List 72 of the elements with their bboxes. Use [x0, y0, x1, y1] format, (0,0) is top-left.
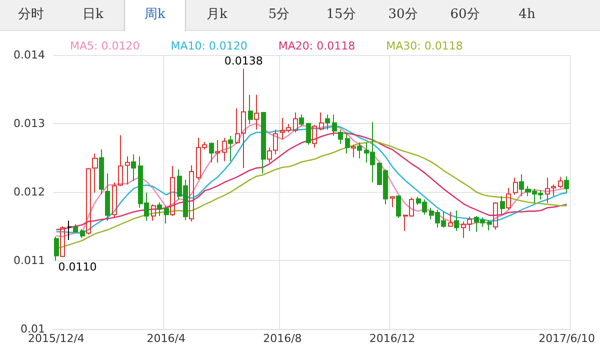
candlestick [131, 154, 136, 182]
candlestick [215, 139, 220, 164]
x-tick-label: 2016/8 [263, 332, 302, 344]
candlestick [306, 122, 311, 146]
text: 4h [518, 6, 536, 24]
candlestick [222, 137, 227, 162]
candlestick [351, 144, 356, 158]
candlestick [493, 202, 498, 230]
candlestick [345, 132, 350, 154]
candlestick [448, 211, 453, 228]
candlestick [125, 156, 130, 185]
text: 分时 [17, 6, 45, 24]
x-tick-label: 2016/12 [369, 332, 416, 344]
candlestick [241, 68, 246, 169]
candlestick [235, 108, 240, 145]
candlestick [60, 226, 65, 258]
text: 周k [124, 0, 186, 31]
candlestick [454, 210, 459, 232]
candlestick [500, 196, 505, 216]
candlestick [248, 94, 253, 125]
candlestick [189, 164, 194, 222]
candlestick [299, 114, 304, 127]
text: 月k [206, 6, 228, 24]
annotation: 0.0110 [58, 260, 97, 274]
candlestick [261, 111, 266, 174]
candlestick [73, 224, 78, 233]
candlestick [118, 134, 123, 186]
candlestick [357, 142, 362, 159]
annotation: 0.0138 [224, 54, 263, 68]
text: 60分 [449, 6, 481, 24]
candlestick [396, 194, 401, 219]
text: MA10: 0.0120 [170, 40, 248, 52]
candlestick [273, 129, 278, 155]
candlestick [157, 202, 162, 216]
candlestick [267, 146, 272, 164]
candlestick [332, 114, 337, 136]
candlestick [151, 204, 156, 222]
candlestick [564, 176, 569, 194]
candlestick [209, 142, 214, 164]
text: 30分 [387, 6, 419, 24]
candlestick [105, 173, 110, 222]
text: 5分 [267, 6, 291, 24]
candlestick [293, 112, 298, 133]
candlestick [67, 220, 72, 240]
y-tick-label: 0.011 [14, 254, 45, 267]
candlestick [80, 228, 85, 238]
candlestick [112, 182, 117, 218]
candlestick [506, 187, 511, 210]
candlestick [487, 220, 492, 231]
candlestick [170, 165, 175, 216]
text: 日k [82, 6, 104, 24]
y-tick-label: 0.012 [14, 186, 45, 198]
candlestick [312, 124, 317, 148]
candlestick [228, 135, 233, 162]
x-tick-label: 2016/4 [146, 332, 186, 344]
candlestick [390, 196, 395, 208]
candlestick [325, 114, 330, 130]
candlestick [319, 112, 324, 131]
candlestick [338, 129, 343, 145]
candlestick [558, 176, 563, 188]
x-tick-label: 2017/6/10 [538, 332, 595, 344]
y-tick-label: 0.014 [14, 48, 45, 62]
text: MA30: 0.0118 [386, 40, 463, 52]
text: 15分 [325, 6, 357, 24]
candlestick [99, 149, 104, 195]
candlestick [164, 205, 169, 224]
candlestick [254, 94, 259, 130]
candlestick [513, 177, 518, 196]
text: MA5: 0.0120 [70, 40, 140, 52]
y-tick-label: 0.013 [14, 117, 45, 130]
text: MA20: 0.0118 [278, 40, 356, 52]
candlestick [54, 236, 59, 261]
